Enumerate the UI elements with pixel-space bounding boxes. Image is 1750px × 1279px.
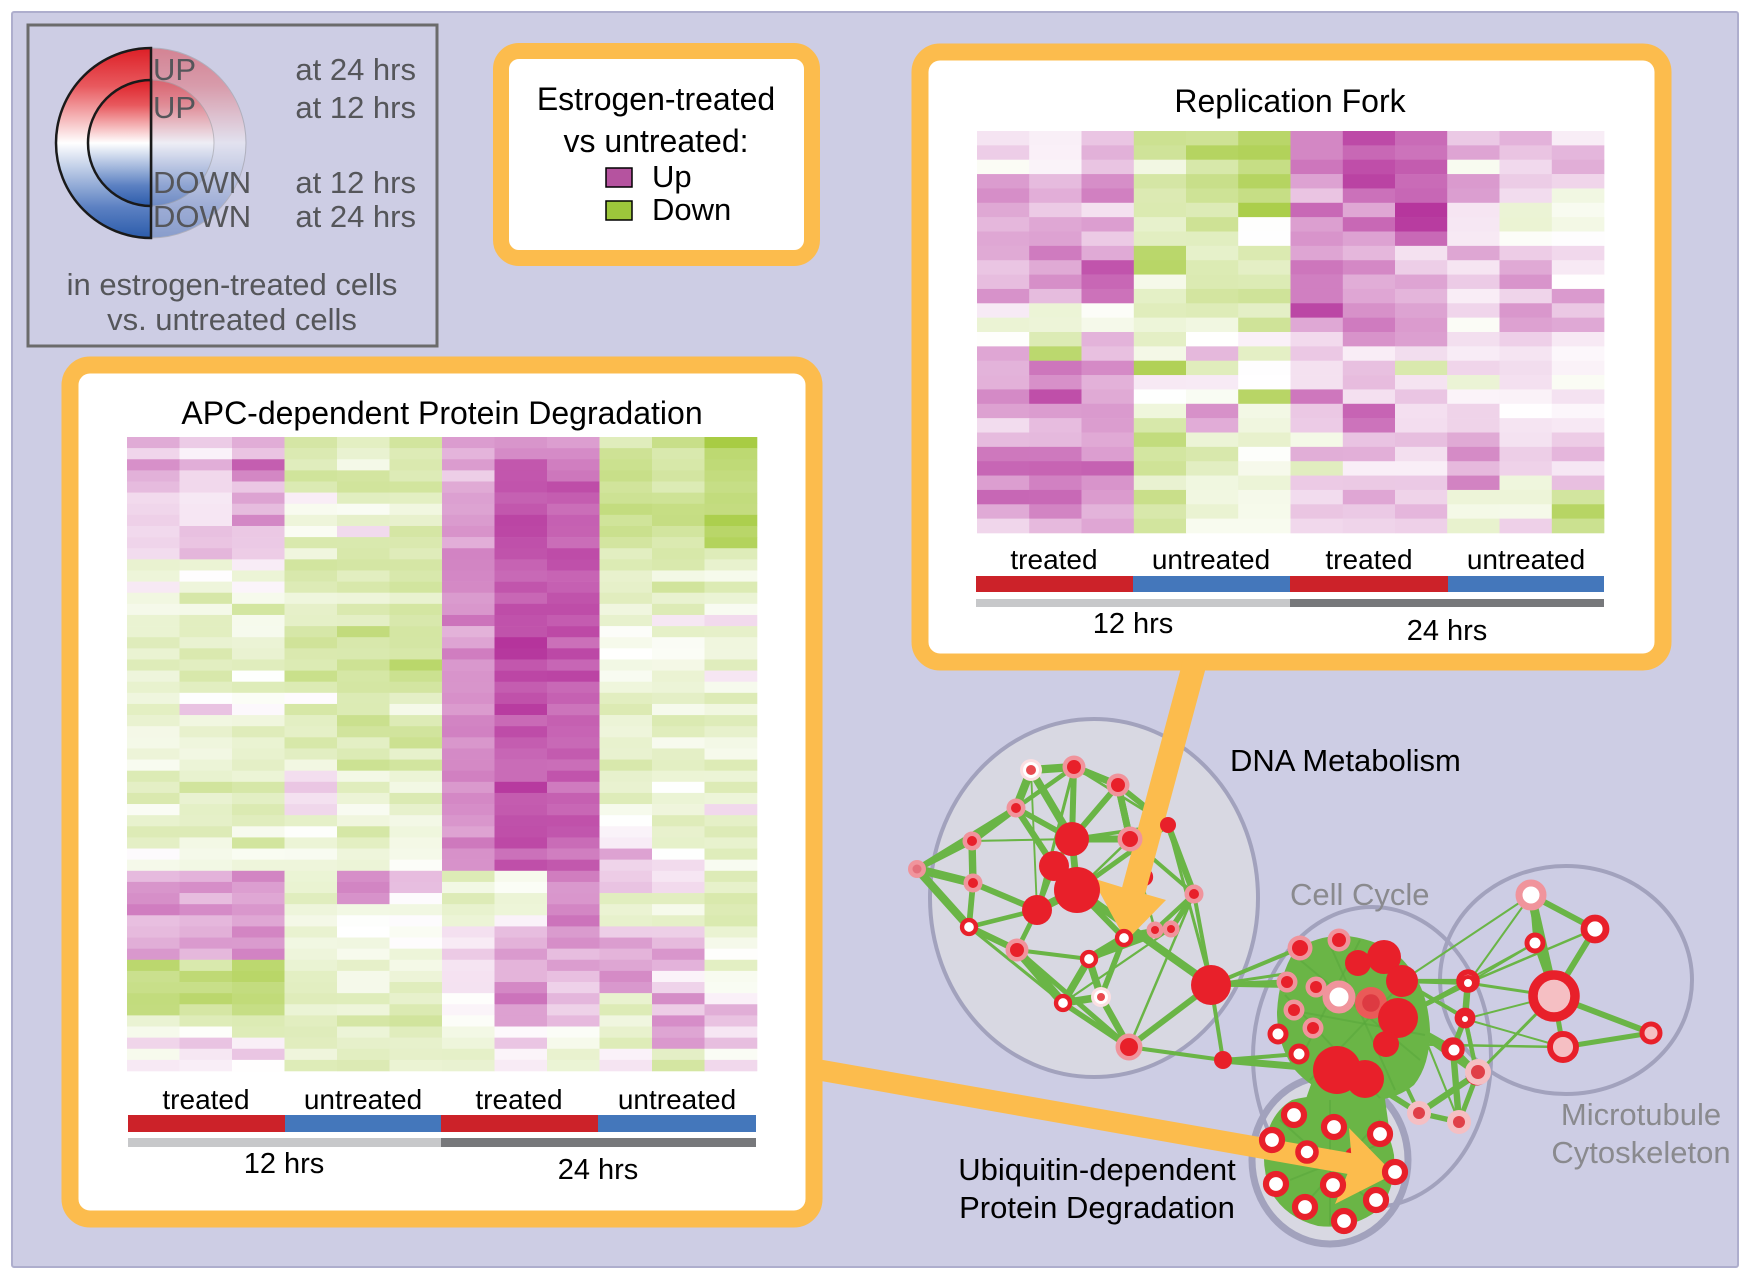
svg-text:Replication Fork: Replication Fork: [1174, 83, 1406, 119]
svg-text:12 hrs: 12 hrs: [1093, 608, 1174, 640]
svg-text:treated: treated: [162, 1084, 249, 1115]
svg-text:untreated: untreated: [618, 1084, 736, 1115]
svg-text:24 hrs: 24 hrs: [558, 1154, 639, 1186]
svg-text:DOWN: DOWN: [153, 199, 251, 234]
svg-text:treated: treated: [1325, 544, 1412, 575]
svg-text:Protein Degradation: Protein Degradation: [959, 1190, 1235, 1225]
svg-text:Ubiquitin-dependent: Ubiquitin-dependent: [958, 1152, 1236, 1187]
svg-text:untreated: untreated: [304, 1084, 422, 1115]
svg-text:Estrogen-treated: Estrogen-treated: [537, 81, 775, 117]
svg-text:untreated: untreated: [1152, 544, 1270, 575]
svg-text:UP: UP: [153, 90, 196, 125]
svg-text:treated: treated: [1010, 544, 1097, 575]
svg-text:treated: treated: [475, 1084, 562, 1115]
svg-text:APC-dependent Protein Degradat: APC-dependent Protein Degradation: [181, 395, 702, 431]
svg-text:at 24 hrs: at 24 hrs: [295, 52, 416, 87]
svg-text:Cytoskeleton: Cytoskeleton: [1551, 1135, 1730, 1170]
svg-text:at 12 hrs: at 12 hrs: [295, 90, 416, 125]
svg-text:Microtubule: Microtubule: [1561, 1097, 1721, 1132]
svg-text:at 12 hrs: at 12 hrs: [295, 165, 416, 200]
svg-text:vs untreated:: vs untreated:: [564, 123, 749, 159]
svg-text:Down: Down: [652, 192, 731, 227]
svg-text:24 hrs: 24 hrs: [1407, 615, 1488, 647]
svg-text:in estrogen-treated cells: in estrogen-treated cells: [67, 267, 398, 302]
svg-text:DNA Metabolism: DNA Metabolism: [1230, 743, 1461, 778]
svg-text:vs. untreated cells: vs. untreated cells: [107, 302, 357, 337]
svg-text:Up: Up: [652, 159, 692, 194]
svg-text:Cell Cycle: Cell Cycle: [1290, 877, 1430, 912]
svg-text:DOWN: DOWN: [153, 165, 251, 200]
svg-text:12 hrs: 12 hrs: [244, 1148, 325, 1180]
svg-text:UP: UP: [153, 52, 196, 87]
svg-text:at 24 hrs: at 24 hrs: [295, 199, 416, 234]
svg-text:untreated: untreated: [1467, 544, 1585, 575]
